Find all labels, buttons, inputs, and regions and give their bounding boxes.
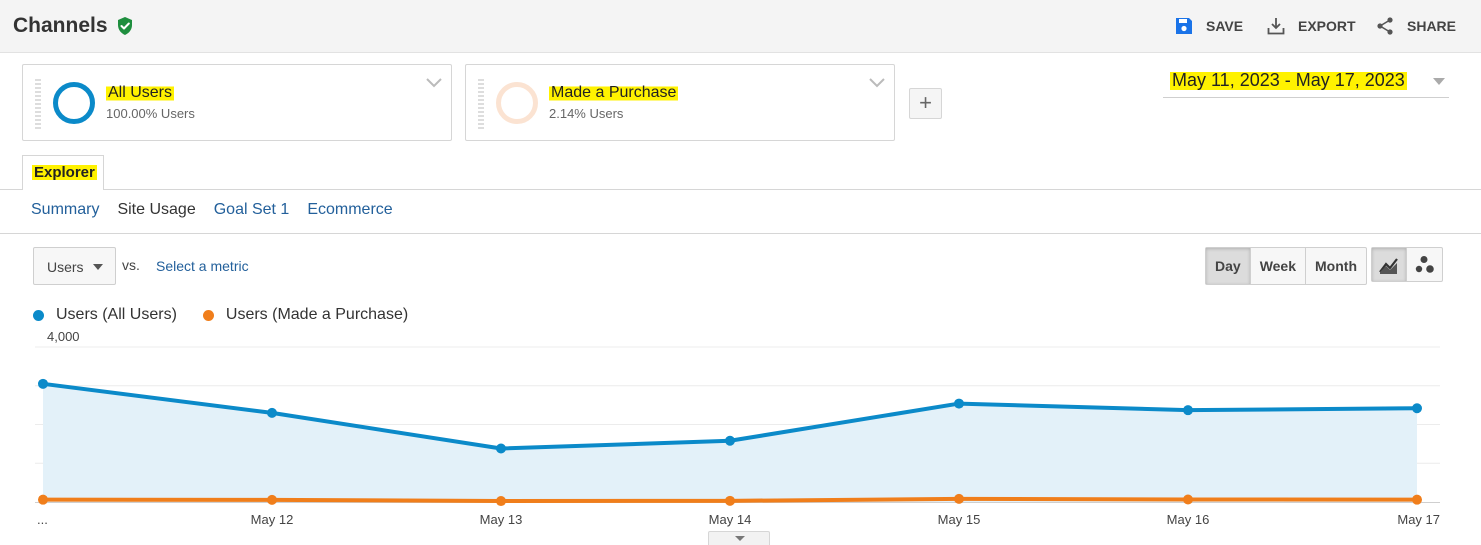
data-point [1412,403,1422,414]
subtab-summary[interactable]: Summary [31,201,100,218]
period-month-button[interactable]: Month [1315,258,1357,274]
chevron-down-icon[interactable] [425,77,443,89]
legend-label: Users (All Users) [56,306,177,323]
share-button[interactable]: SHARE [1375,16,1456,36]
chart-legend: Users (All Users) Users (Made a Purchase… [33,306,434,324]
segment-card-made-a-purchase[interactable]: Made a Purchase 2.14% Users [465,64,895,141]
data-point [1183,405,1193,416]
date-range-text: May 11, 2023 - May 17, 2023 [1170,70,1407,91]
x-tick-label: May 12 [251,512,294,527]
export-button[interactable]: EXPORT [1266,16,1356,36]
subtab-ecommerce[interactable]: Ecommerce [307,201,393,218]
data-point [725,435,735,446]
x-tick-label: ... [37,512,48,527]
line-chart-button[interactable] [1372,248,1408,281]
caret-down-icon [1433,78,1445,85]
segment-ring-icon [53,82,95,124]
divider [0,233,1481,234]
subtab-bar: Summary Site Usage Goal Set 1 Ecommerce [31,201,411,219]
vs-label: vs. [122,257,140,273]
legend-dot [33,309,44,321]
y-tick-label: 4,000 [47,329,80,344]
legend-dot [202,309,214,321]
save-button[interactable]: SAVE [1174,16,1243,36]
chart-type-toggle [1371,247,1443,282]
data-point [1183,494,1193,505]
page-title: Channels [13,14,108,37]
data-point [496,496,506,507]
chevron-down-icon[interactable] [868,77,886,89]
segment-ring-icon [496,82,538,124]
data-point [496,443,506,454]
segment-card-all-users[interactable]: All Users 100.00% Users [22,64,452,141]
subtab-goal-set-1[interactable]: Goal Set 1 [213,201,290,218]
tab-explorer-label: Explorer [32,164,97,181]
segment-name: Made a Purchase [549,84,679,102]
legend-label: Users (Made a Purchase) [225,306,409,323]
chart-expand-handle[interactable] [708,531,770,545]
segment-percentage: 2.14% Users [549,106,624,121]
metric-dropdown[interactable]: Users [33,247,116,285]
line-chart-icon [1379,257,1398,274]
verified-shield-icon [118,17,132,35]
share-icon [1377,17,1393,35]
data-point [267,407,277,418]
drag-handle-icon[interactable] [478,79,484,129]
data-point [954,493,964,504]
period-toggle: Day Week Month [1205,247,1367,285]
date-range-picker[interactable]: May 11, 2023 - May 17, 2023 [1163,68,1449,98]
segment-percentage: 100.00% Users [106,106,195,121]
data-point [267,494,277,505]
x-tick-label: May 16 [1167,512,1210,527]
data-point [954,398,964,409]
subtab-site-usage[interactable]: Site Usage [117,201,196,218]
tab-explorer[interactable]: Explorer [22,155,104,190]
segment-name: All Users [106,84,175,102]
legend-item-all-users[interactable]: Users (All Users) [33,306,177,324]
period-week-button[interactable]: Week [1251,248,1307,284]
x-tick-label: May 14 [709,512,752,527]
export-icon [1267,18,1285,35]
x-tick-label: May 17 [1397,512,1440,527]
data-point [1412,494,1422,505]
add-segment-button[interactable]: + [909,88,942,119]
metric-dropdown-value: Users [47,259,84,275]
motion-chart-icon [1415,255,1434,273]
save-icon [1176,18,1192,34]
caret-down-icon [93,264,103,270]
data-point [38,494,48,505]
share-label: SHARE [1407,18,1457,34]
legend-item-made-a-purchase[interactable]: Users (Made a Purchase) [202,306,409,324]
report-header: Channels SAVE EXPORT SHARE [0,0,1481,53]
data-point [725,495,735,506]
drag-handle-icon[interactable] [35,79,41,129]
x-tick-label: May 13 [480,512,523,527]
data-point [38,378,48,389]
divider [0,189,1481,190]
save-label: SAVE [1206,18,1244,34]
x-tick-label: May 15 [938,512,981,527]
export-label: EXPORT [1298,18,1356,34]
motion-chart-button[interactable] [1407,248,1442,281]
period-day-button[interactable]: Day [1206,248,1251,284]
select-metric-link[interactable]: Select a metric [156,258,249,274]
